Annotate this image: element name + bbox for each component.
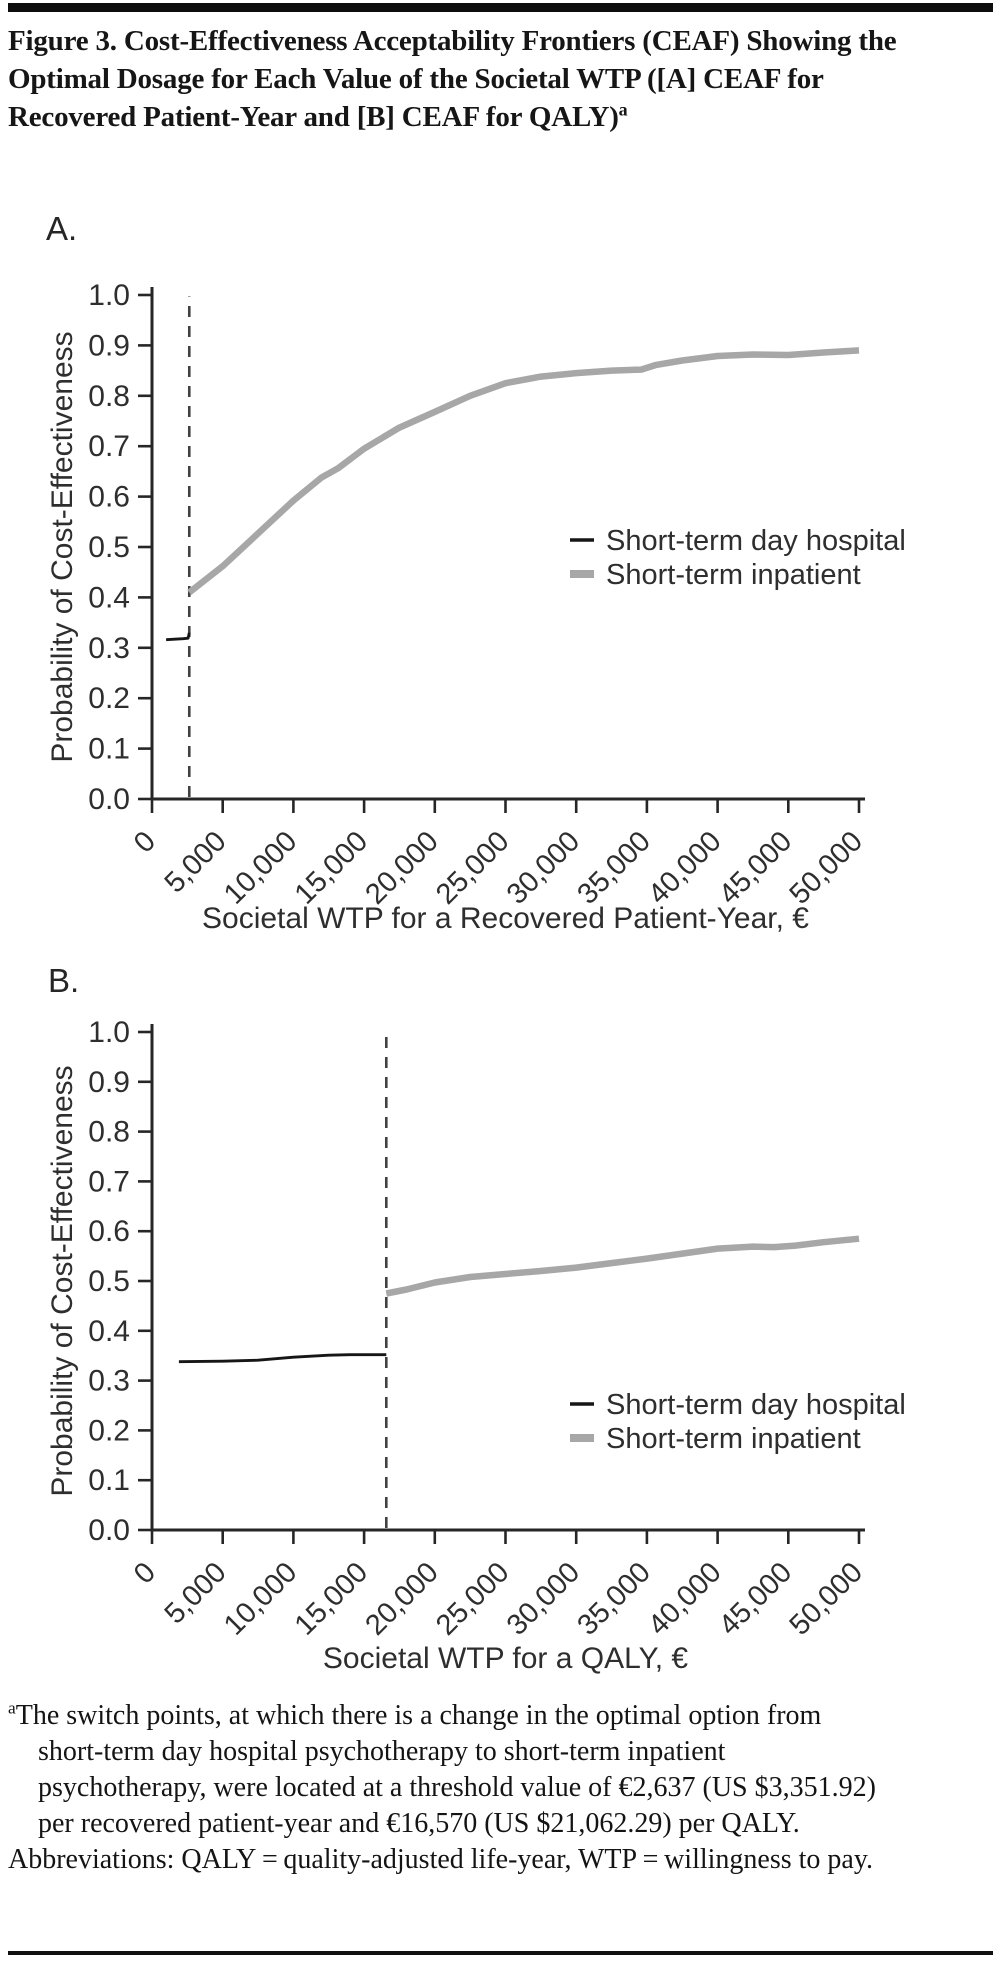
footnote-abbreviations: Abbreviations: QALY = quality-adjusted l…	[8, 1844, 874, 1875]
y-axis-title: Probability of Cost-Effectiveness	[46, 331, 79, 762]
x-tick-label: 45,000	[713, 825, 798, 910]
series-short-term-inpatient	[385, 1235, 860, 1297]
legend-label-short-term-inpatient: Short-term inpatient	[606, 559, 861, 591]
bottom-rule	[8, 1951, 993, 1955]
legend-label-short-term-day-hospital: Short-term day hospital	[606, 1389, 906, 1421]
y-tick-label: 0.4	[88, 581, 130, 614]
y-tick-labels: 0.0 0.1 0.2 0.3 0.4 0.5 0.6 0.7 0.8 0.9 1.0	[88, 279, 130, 816]
x-tick-label: 50,000	[784, 825, 869, 910]
x-tick-label: 40,000	[642, 825, 727, 910]
y-tick-label: 0.2	[88, 1414, 130, 1447]
footnote-marker: a	[8, 1698, 16, 1718]
top-rule	[8, 3, 993, 12]
y-tick-label: 0.8	[88, 380, 130, 413]
x-tick-label: 25,000	[430, 1556, 515, 1641]
y-tick-label: 0.4	[88, 1315, 130, 1348]
x-tick-label: 20,000	[359, 825, 444, 910]
x-tick-label: 50,000	[784, 1556, 869, 1641]
x-tick-label: 20,000	[359, 1556, 444, 1641]
x-tick-label: 35,000	[571, 825, 656, 910]
x-tick-label: 40,000	[642, 1556, 727, 1641]
x-axis-title: Societal WTP for a QALY, €	[323, 1642, 688, 1675]
y-tick-label: 0.6	[88, 1215, 130, 1248]
x-tick-label: 0	[128, 825, 162, 859]
footnote-text: The switch points, at which there is a c…	[15, 1700, 876, 1839]
panel-a-label: A.	[46, 210, 78, 247]
legend-label-short-term-day-hospital: Short-term day hospital	[606, 525, 906, 557]
x-tick-label: 30,000	[501, 825, 586, 910]
y-tick-label: 0.3	[88, 1365, 130, 1398]
y-tick-label: 0.0	[88, 1514, 130, 1547]
x-tick-label: 15,000	[289, 1556, 374, 1641]
x-tick-label: 10,000	[218, 1556, 303, 1641]
tick-marks	[138, 293, 861, 813]
x-tick-label: 45,000	[713, 1556, 798, 1641]
series-short-term-inpatient	[187, 347, 860, 595]
x-tick-label: 30,000	[501, 1556, 586, 1641]
x-axis-title: Societal WTP for a Recovered Patient-Yea…	[202, 902, 809, 935]
series-short-term-day-hospital	[178, 1353, 387, 1364]
y-tick-label: 0.7	[88, 1165, 130, 1198]
y-axis-title: Probability of Cost-Effectiveness	[46, 1065, 79, 1496]
y-tick-labels: 0.0 0.1 0.2 0.3 0.4 0.5 0.6 0.7 0.8 0.9 1.0	[88, 1016, 130, 1547]
chart-b-ceaf-qaly: 05,00010,00015,00020,00025,00030,00035,0…	[46, 1016, 906, 1675]
y-tick-label: 0.9	[88, 1066, 130, 1099]
tick-marks	[138, 1030, 861, 1544]
figure-title: Figure 3. Cost-Effectiveness Acceptabili…	[8, 22, 908, 136]
y-tick-label: 0.5	[88, 1265, 130, 1298]
y-tick-label: 0.6	[88, 481, 130, 514]
legend-label-short-term-inpatient: Short-term inpatient	[606, 1423, 861, 1455]
x-tick-label: 35,000	[571, 1556, 656, 1641]
y-tick-label: 1.0	[88, 1016, 130, 1049]
y-tick-label: 0.9	[88, 329, 130, 362]
figure-footnote: aThe switch points, at which there is a …	[8, 1698, 888, 1878]
chart-a-ceaf-recovered-patient-year: 05,00010,00015,00020,00025,00030,00035,0…	[46, 279, 906, 935]
x-tick-labels: 05,00010,00015,00020,00025,00030,00035,0…	[128, 1556, 869, 1641]
axes	[150, 287, 865, 801]
x-tick-labels: 05,00010,00015,00020,00025,00030,00035,0…	[128, 825, 869, 910]
axes	[150, 1024, 865, 1532]
y-tick-label: 0.7	[88, 430, 130, 463]
figure-title-text: Figure 3. Cost-Effectiveness Acceptabili…	[8, 25, 897, 133]
y-tick-label: 0.0	[88, 783, 130, 816]
series-short-term-day-hospital	[166, 632, 191, 642]
x-tick-label: 15,000	[289, 825, 374, 910]
figure-title-superscript: a	[618, 99, 628, 120]
y-tick-label: 0.8	[88, 1116, 130, 1149]
panel-b-label: B.	[48, 962, 80, 999]
y-tick-label: 0.1	[88, 1464, 130, 1497]
footnote-switch-points: aThe switch points, at which there is a …	[8, 1698, 888, 1842]
x-tick-label: 25,000	[430, 825, 515, 910]
y-tick-label: 0.2	[88, 682, 130, 715]
y-tick-label: 0.1	[88, 733, 130, 766]
x-tick-label: 0	[128, 1556, 162, 1590]
y-tick-label: 1.0	[88, 279, 130, 312]
x-tick-label: 10,000	[218, 825, 303, 910]
y-tick-label: 0.3	[88, 632, 130, 665]
y-tick-label: 0.5	[88, 531, 130, 564]
